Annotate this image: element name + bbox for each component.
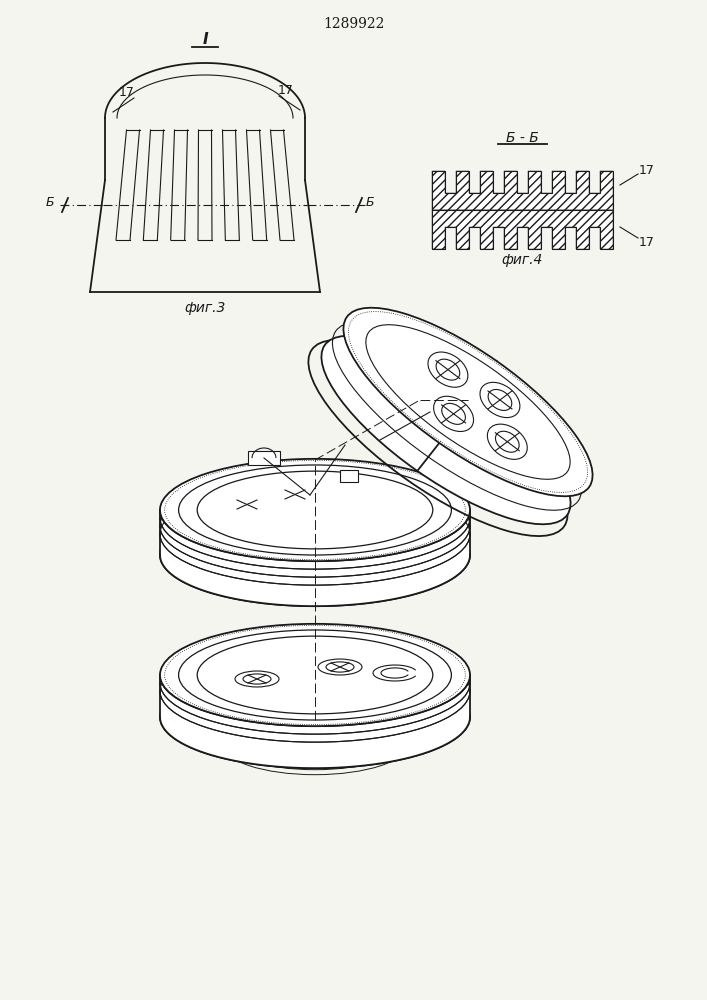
- Ellipse shape: [160, 504, 470, 606]
- Ellipse shape: [366, 325, 570, 479]
- Ellipse shape: [496, 431, 519, 452]
- Text: 17: 17: [278, 84, 294, 97]
- Text: I: I: [202, 32, 208, 47]
- Text: Фиг.5: Фиг.5: [307, 724, 353, 740]
- Ellipse shape: [326, 662, 354, 672]
- Ellipse shape: [428, 352, 468, 387]
- Ellipse shape: [232, 500, 262, 510]
- Ellipse shape: [160, 666, 470, 768]
- Text: Б - Б: Б - Б: [506, 131, 538, 145]
- Polygon shape: [160, 675, 470, 768]
- Ellipse shape: [160, 459, 470, 561]
- Ellipse shape: [243, 674, 271, 684]
- Ellipse shape: [480, 382, 520, 418]
- Ellipse shape: [160, 624, 470, 726]
- Text: 17: 17: [119, 86, 135, 99]
- Ellipse shape: [488, 389, 512, 410]
- Ellipse shape: [271, 486, 319, 504]
- Text: фиг.4: фиг.4: [501, 253, 543, 267]
- Ellipse shape: [223, 496, 271, 514]
- Ellipse shape: [280, 490, 310, 500]
- Bar: [340, 470, 358, 482]
- Polygon shape: [432, 171, 613, 210]
- Ellipse shape: [235, 671, 279, 687]
- Ellipse shape: [442, 403, 465, 424]
- Polygon shape: [160, 510, 470, 606]
- Ellipse shape: [433, 396, 474, 431]
- Text: 1289922: 1289922: [323, 17, 385, 31]
- Ellipse shape: [436, 359, 460, 380]
- Ellipse shape: [318, 659, 362, 675]
- Text: Б: Б: [366, 196, 374, 209]
- Polygon shape: [432, 210, 613, 249]
- Text: 17: 17: [639, 235, 655, 248]
- Bar: [248, 451, 280, 465]
- Text: Б: Б: [46, 196, 54, 209]
- Text: фиг.3: фиг.3: [185, 301, 226, 315]
- Ellipse shape: [487, 424, 527, 459]
- Text: 17: 17: [639, 163, 655, 176]
- Ellipse shape: [344, 308, 592, 496]
- Ellipse shape: [322, 336, 571, 524]
